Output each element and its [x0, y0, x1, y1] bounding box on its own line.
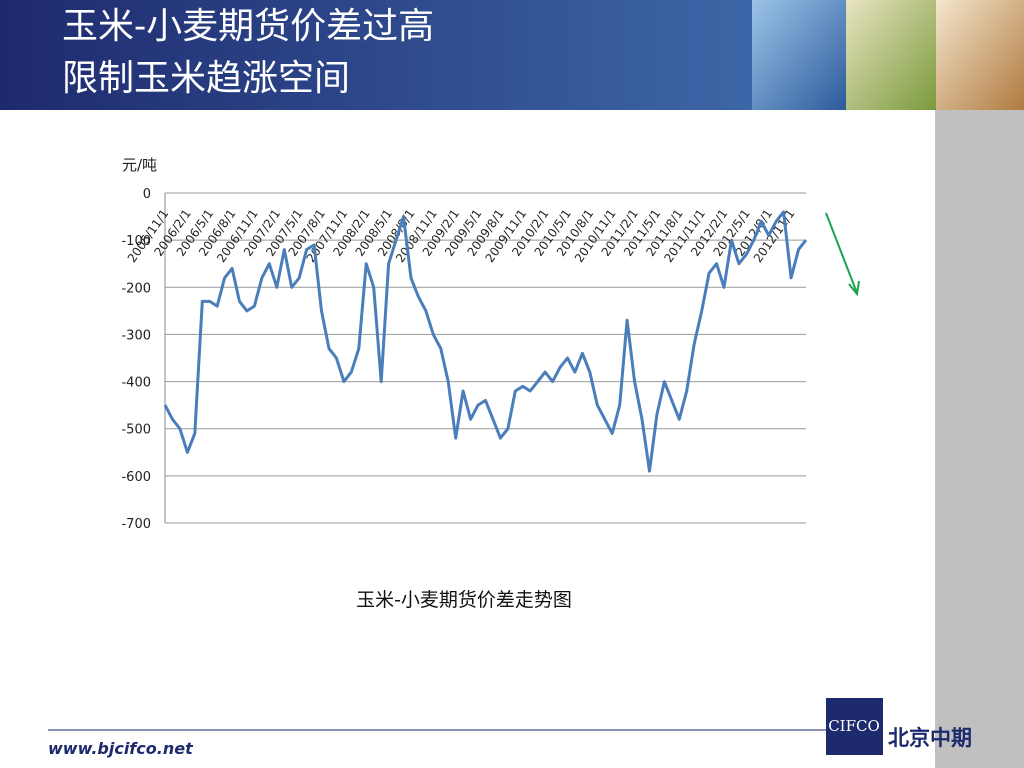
website: www.bjcifco.net — [48, 739, 194, 758]
y-tick-label: -100 — [121, 234, 151, 249]
logo: CIFCO — [828, 717, 880, 735]
slide-title: 玉米-小麦期货价差过高 — [62, 6, 434, 47]
y-tick-label: -200 — [121, 281, 151, 296]
y-tick-label: -700 — [121, 517, 151, 532]
y-tick-label: -300 — [121, 328, 151, 343]
chart-caption: 玉米-小麦期货价差走势图 — [356, 589, 572, 611]
header-image — [936, 0, 1024, 110]
header-bar — [0, 0, 760, 110]
y-tick-label: 0 — [143, 187, 151, 202]
data-line — [163, 210, 808, 473]
side-strip — [935, 110, 1024, 768]
header-image — [846, 0, 936, 110]
logo-box — [826, 698, 883, 755]
y-tick-label: -400 — [121, 376, 151, 391]
company-name: 北京中期 — [888, 726, 972, 750]
trend-arrow — [825, 212, 858, 294]
y-tick-label: -600 — [121, 470, 151, 485]
slide-title: 限制玉米趋涨空间 — [62, 58, 350, 99]
y-axis-label: 元/吨 — [122, 156, 157, 174]
header-image — [752, 0, 846, 110]
trend-arrow-head — [848, 280, 860, 297]
y-tick-label: -500 — [121, 423, 151, 438]
